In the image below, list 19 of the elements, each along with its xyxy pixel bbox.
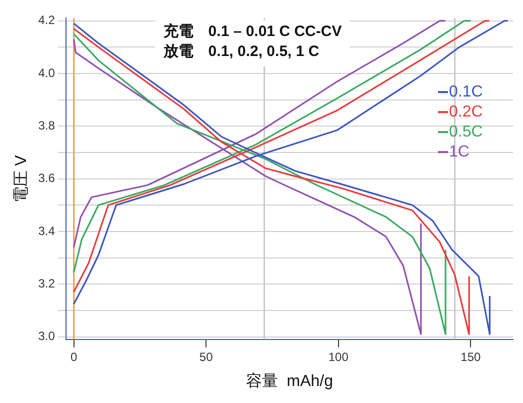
y-tick-label: 4.2 [38, 13, 56, 28]
legend-label: 0.5C [449, 123, 483, 140]
y-tick-label: 3.0 [38, 329, 56, 344]
annotation: 充電 0.1 – 0.01 C CC-CV [162, 22, 342, 40]
y-tick-label: 3.8 [38, 118, 56, 132]
x-tick-label: 50 [199, 350, 214, 364]
annotation: 放電 0.1, 0.2, 0.5, 1 C [162, 42, 320, 60]
y-axis-title: 電圧 V [13, 154, 30, 202]
x-tick-label: 100 [328, 350, 349, 364]
x-tick-label: 0 [70, 350, 78, 364]
legend-label: 0.1C [449, 83, 483, 100]
y-tick-label: 3.4 [38, 224, 56, 238]
legend-label: 0.2C [449, 103, 483, 120]
y-tick-label: 4.0 [38, 66, 56, 80]
legend-label: 1C [449, 143, 470, 160]
y-tick-label: 3.6 [38, 171, 56, 186]
x-axis-title: 容量 mAh/g [246, 372, 334, 390]
x-tick-label: 150 [460, 350, 481, 364]
y-tick-label: 3.2 [38, 276, 56, 290]
